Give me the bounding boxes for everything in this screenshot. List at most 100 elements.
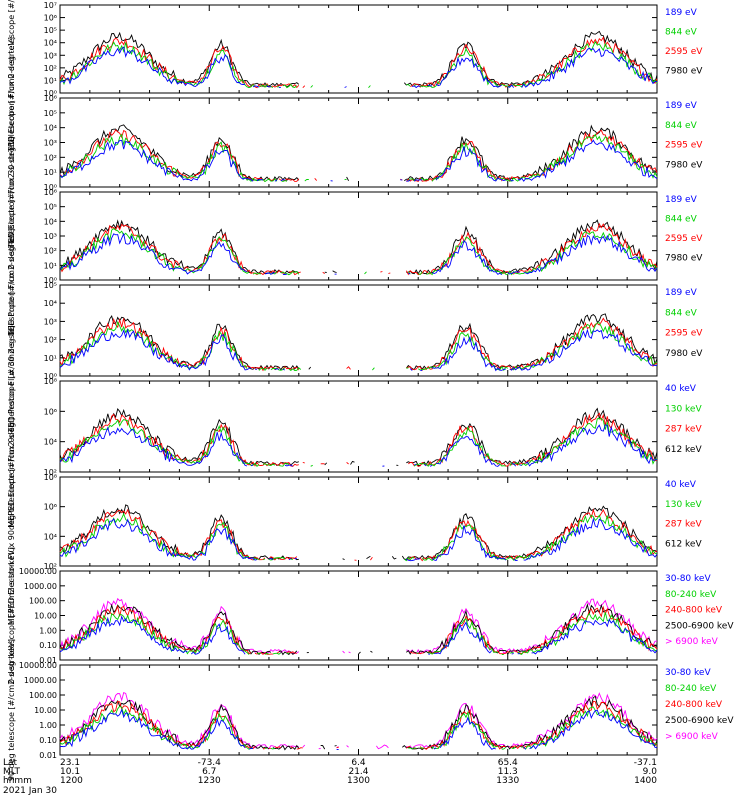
y-tick-label: 100.00 [29,691,57,700]
legend-entry: 2595 eV [665,234,703,244]
footer-mlt: 10.1 [60,767,80,777]
legend-entry: 612 keV [665,539,702,549]
footer-hhmm: 1300 [347,776,370,786]
y-tick-label: 0.10 [39,641,57,650]
panel-frame [59,97,658,188]
y-axis-title: TED Electron Flux 30 deg telescope [#/cm… [7,37,16,249]
legend-entry: 7980 eV [665,349,703,359]
legend-entry: 2595 eV [665,329,703,339]
legend-entry: 2500-6900 keV [665,621,734,631]
series-line-green [59,612,658,656]
legend-entry: 189 eV [665,8,698,18]
y-tick-label: 10⁵ [44,203,57,212]
y-tick-label: 10⁶ [44,503,57,512]
series-line-blue [59,708,658,750]
footer-lat: 23.1 [60,758,80,768]
y-tick-label: 10⁶ [44,407,57,416]
legend-entry: 7980 eV [665,67,703,77]
series-line-red [59,508,658,562]
panel-5: 10² 10⁴ 10⁶ 10⁸ MEPED Electron Flux 0deg tel… [7,325,702,527]
y-tick-label: 10⁶ [44,94,57,103]
y-axis-title: 90 deg telescope [#/cm2-s-str-keV] [7,639,16,781]
legend-entry: 130 keV [665,404,702,414]
series-line-blue [59,232,658,275]
footer-lat: -73.4 [198,758,222,768]
legend-entry: 287 keV [665,425,702,435]
footer-hhmm: 1200 [60,776,83,786]
series-line-green [59,512,658,562]
series-line-blue [59,517,658,562]
panel-frame [59,570,658,661]
footer-mlt: 21.4 [348,767,368,777]
footer-lat: 65.4 [498,758,518,768]
y-tick-label: 10¹ [44,168,57,177]
panel-frame [59,191,658,281]
series-line-green [59,228,658,276]
footer-hhmm: 1330 [496,776,519,786]
y-tick-label: 10⁴ [44,299,57,308]
legend-entry: 2595 eV [665,47,703,57]
legend-entry: 30-80 keV [665,574,711,584]
y-tick-label: 10⁰ [44,372,57,381]
legend-entry: 240-800 keV [665,606,723,616]
y-tick-label: 10² [44,153,57,162]
series-line-green [59,40,658,89]
footer-row-label: Lat [3,758,18,768]
footer-date: 2021 Jan 30 [3,786,57,796]
series-line-red [59,412,658,467]
legend-entry: 240-800 keV [665,700,723,710]
y-tick-label: 10² [44,64,57,73]
y-tick-label: 10⁴ [44,217,57,226]
series-line-black [59,219,658,275]
legend-entry: 80-240 keV [665,684,717,694]
y-tick-label: 10⁴ [44,39,57,48]
panel-frame [59,476,658,567]
y-tick-label: 10⁵ [44,281,57,290]
panel-frame [59,284,658,377]
series-line-red [59,700,658,750]
legend-entry: 80-240 keV [665,590,717,600]
series-line-red [59,604,658,655]
panel-3: 10⁰ 10¹ 10² 10³ 10⁴ 10⁵ 10⁶ TED Proton Flux 0 d… [7,137,703,337]
y-tick-label: 10000.00 [19,567,57,576]
y-tick-label: 1000.00 [24,582,57,591]
legend-entry: 30-80 keV [665,668,711,678]
legend-entry: > 6900 keV [665,732,719,742]
series-line-blue [59,615,658,655]
series-line-black [59,504,658,561]
footer-row-label: MLT [3,767,21,777]
legend-entry: 844 eV [665,28,698,38]
legend-entry: 189 eV [665,195,698,205]
series-line-black [59,695,658,751]
y-axis-title: TED Electron Flux 0 deg telescope [#/cm2… [7,0,16,153]
legend-entry: 189 eV [665,101,698,111]
series-line-red [59,222,658,276]
footer-mlt: 9.0 [643,767,658,777]
legend-entry: 2595 eV [665,141,703,151]
legend-entry: 287 keV [665,520,702,530]
y-tick-label: 1.00 [39,721,57,730]
series-line-blue [59,328,658,372]
panel-2: 10⁰ 10¹ 10² 10³ 10⁴ 10⁵ 10⁶ TED Electron Flux 3… [7,37,703,249]
y-tick-label: 1000.00 [24,676,57,685]
panel-1: 10⁰ 10¹ 10² 10³ 10⁴ 10⁵ 10⁶ 10⁷ TED Electron Flu… [7,0,703,153]
y-tick-label: 10¹ [44,261,57,270]
legend-entry: 2500-6900 keV [665,716,734,726]
series-line-red [59,36,658,89]
series-line-black [59,602,658,656]
y-axis-title: TED Proton Flux 0 deg telescope [#/cm2-s… [7,137,16,337]
y-tick-label: 10² [44,468,57,477]
y-tick-label: 10⁰ [44,183,57,192]
y-tick-label: 10⁴ [44,532,57,541]
legend-entry: 189 eV [665,288,698,298]
series-line-green [59,705,658,750]
series-line-red [59,317,658,372]
panel-8: 0.01 0.10 1.00 10.00 100.00 1000.00 10000.0090… [7,639,734,781]
y-tick-label: 10⁶ [44,188,57,197]
legend-entry: 7980 eV [665,160,703,170]
y-tick-label: 10.00 [34,612,57,621]
y-tick-label: 0.01 [39,751,57,760]
y-tick-label: 10³ [44,139,57,148]
